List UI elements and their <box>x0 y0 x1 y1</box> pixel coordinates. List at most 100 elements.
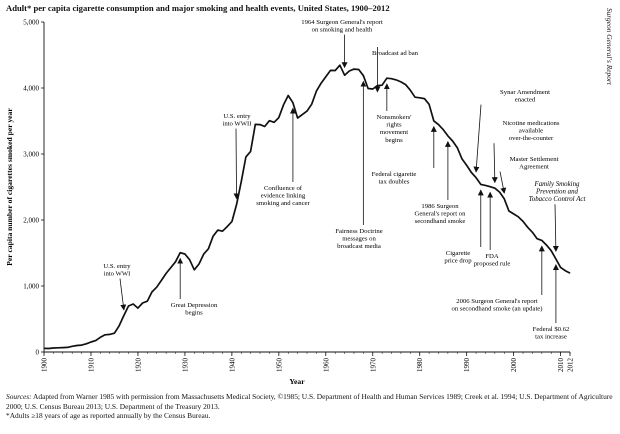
annotation-label: Synar Amendment enacted <box>500 89 550 104</box>
annotation-line: General's report on <box>415 211 467 218</box>
y-tick-label: 5,000 <box>23 19 39 27</box>
annotation-line: tax increase <box>535 334 567 341</box>
data-point <box>499 191 500 193</box>
data-point <box>424 98 425 99</box>
annotation-line: FDA <box>485 253 499 260</box>
data-point <box>339 64 341 66</box>
data-point <box>316 90 317 92</box>
annotation-line: proposed rule <box>474 261 511 268</box>
data-point <box>86 343 87 345</box>
sources-label: Sources: <box>6 392 32 401</box>
data-point <box>475 177 477 178</box>
y-tick: 0 <box>36 349 44 357</box>
data-point <box>358 69 360 70</box>
data-point <box>264 126 266 127</box>
data-point <box>480 184 482 185</box>
data-point <box>189 259 190 260</box>
line-chart: 0 1,000 2,000 3,000 4,000 5,000 1900 1910 1920 19… <box>5 19 587 387</box>
annotation-line: enacted <box>515 97 536 104</box>
data-point <box>179 252 181 253</box>
annotation: Federal $0.62 tax increase <box>533 264 570 341</box>
annotation-label: Great Depression begins <box>171 302 218 317</box>
data-point <box>269 120 270 121</box>
data-point <box>203 253 204 255</box>
data-point <box>367 88 369 89</box>
y-tick: 2,000 <box>23 217 44 225</box>
annotation-line: Agreement <box>519 164 549 171</box>
annotation-label: Confluence of evidence linking smoking and… <box>256 185 310 207</box>
annotation-line: Federal cigarette <box>372 171 417 178</box>
x-tick-label: 1910 <box>87 358 95 373</box>
annotation: FDA proposed rule <box>474 191 511 268</box>
x-tick: 1900 <box>41 352 49 372</box>
data-point <box>485 185 486 186</box>
data-point <box>428 104 430 105</box>
data-point <box>212 235 214 237</box>
data-point <box>334 70 336 71</box>
data-point <box>325 76 327 77</box>
data-point <box>170 267 172 268</box>
data-point <box>104 334 106 336</box>
data-point <box>95 340 96 341</box>
data-point <box>118 325 120 327</box>
y-tick-label: 3,000 <box>23 151 39 159</box>
x-tick: 2012 <box>567 352 575 372</box>
data-point <box>565 270 566 272</box>
data-point <box>541 240 543 241</box>
annotation-line: U.S. entry <box>103 263 131 270</box>
data-point <box>414 96 416 98</box>
annotation-line: evidence linking <box>261 193 306 200</box>
annotation-label: 2006 Surgeon General's report on secondha… <box>452 298 543 313</box>
annotation-line: price drop <box>444 258 472 265</box>
data-point <box>311 103 313 105</box>
annotation-line: Master Settlement <box>510 156 559 163</box>
annotation-line: on secondhand smoke (an update) <box>452 306 543 313</box>
y-axis-title: Per capita number of cigarettes smoked p… <box>5 108 14 266</box>
annotation: Synar Amendment enacted <box>473 89 550 173</box>
x-tick-label: 2012 <box>567 358 575 373</box>
data-point <box>222 230 223 232</box>
data-point <box>259 124 261 125</box>
data-point <box>132 303 134 305</box>
annotation-line: Cigarette <box>446 250 471 257</box>
data-point <box>255 124 256 125</box>
x-tick: 1980 <box>416 352 424 372</box>
annotation-line: 2006 Surgeon General's report <box>456 298 538 305</box>
x-tick: 1940 <box>228 352 236 372</box>
data-point <box>302 114 303 115</box>
annotation-line: Nicotine medications <box>502 120 559 127</box>
data-point <box>320 82 322 84</box>
chart-title: Adult* per capita cigarette consumption … <box>6 3 390 13</box>
data-point <box>194 269 195 271</box>
annotation-line: Tobacco Control Act <box>529 196 587 203</box>
data-point <box>165 273 167 274</box>
annotation-line: begins <box>385 137 403 144</box>
data-point <box>489 186 491 187</box>
data-point <box>287 95 289 96</box>
series <box>43 64 571 350</box>
data-point <box>447 135 449 137</box>
data-point <box>536 238 538 239</box>
data-point <box>57 347 59 349</box>
data-point <box>391 78 392 79</box>
data-point <box>245 156 247 158</box>
annotation-line: smoking and cancer <box>256 200 310 207</box>
x-tick: 1910 <box>87 352 95 372</box>
annotation-line: Federal $0.62 <box>533 326 570 333</box>
data-point <box>62 347 64 348</box>
annotation-line: over-the-counter <box>509 135 554 142</box>
annotation-label: Master Settlement Agreement <box>510 156 559 171</box>
data-point <box>43 348 45 349</box>
y-tick-label: 1,000 <box>23 283 39 291</box>
x-tick-label: 1950 <box>275 358 283 373</box>
data-point <box>114 332 115 334</box>
data-point <box>71 346 73 347</box>
data-point <box>527 227 528 228</box>
data-point <box>569 272 571 274</box>
axes: 0 1,000 2,000 3,000 4,000 5,000 1900 1910 1920 19… <box>5 19 575 387</box>
data-point <box>128 305 129 307</box>
x-tick-label: 2010 <box>557 358 565 373</box>
data-point <box>466 165 468 166</box>
data-point <box>241 181 242 182</box>
data-point <box>555 258 557 260</box>
